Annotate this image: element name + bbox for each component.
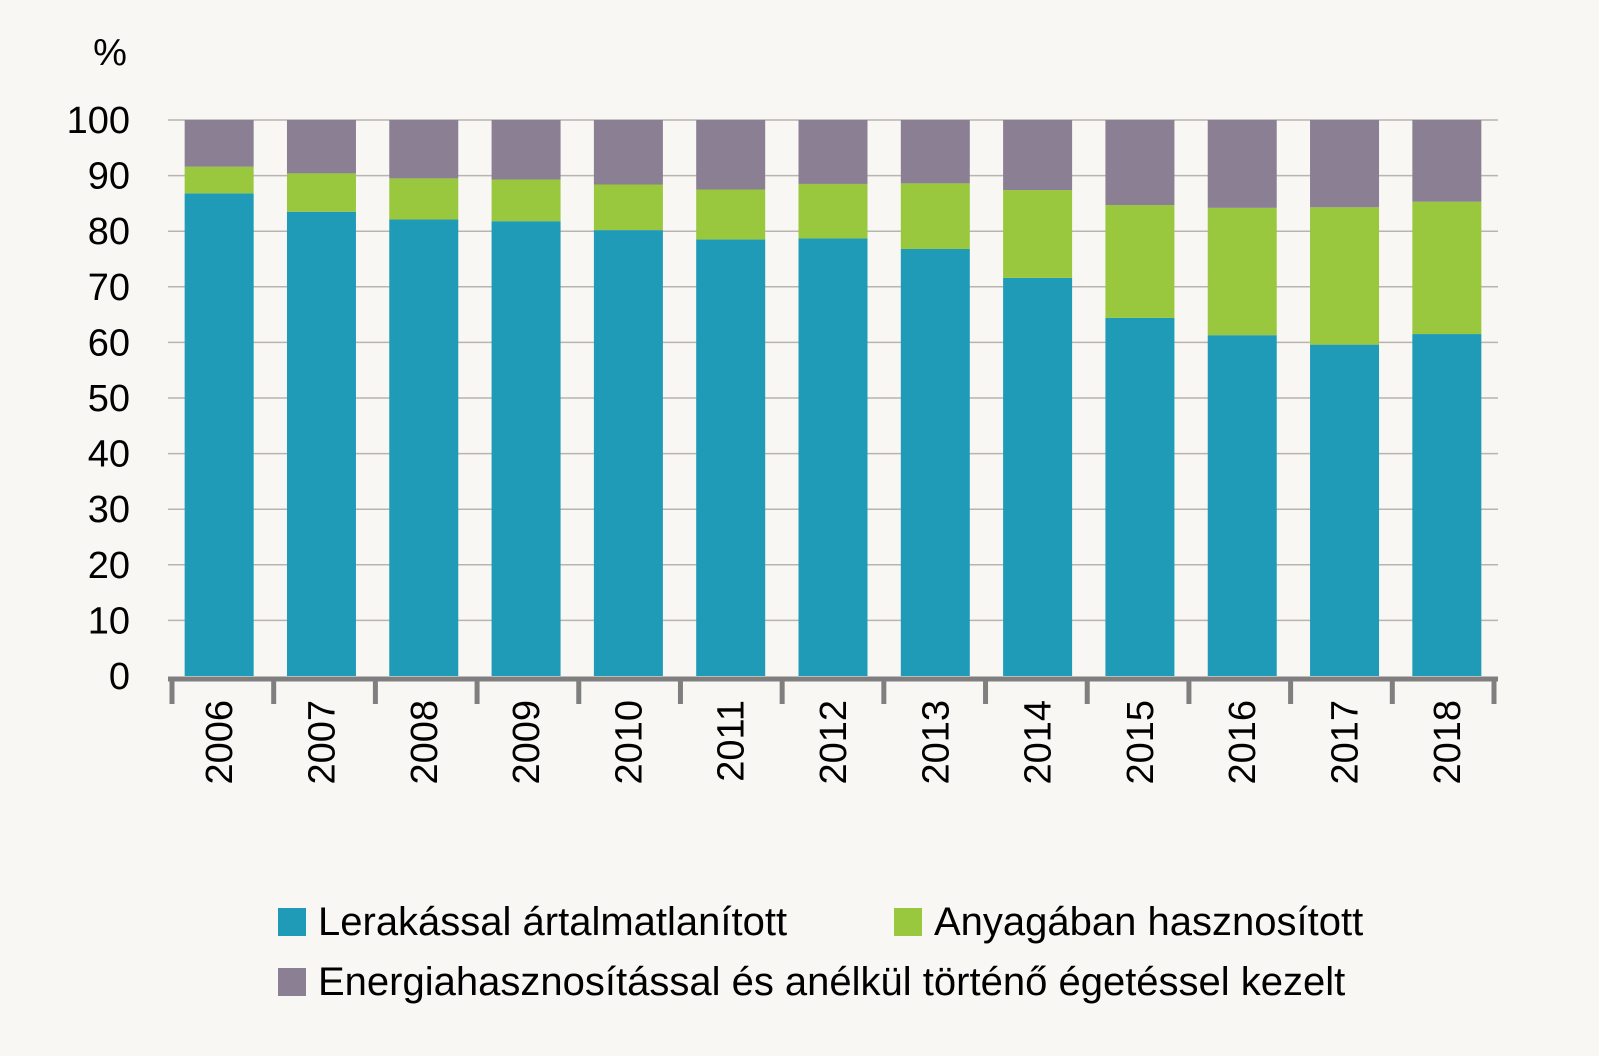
bar-2008-series-2 xyxy=(389,120,459,179)
x-tick-label-2018: 2018 xyxy=(1427,700,1469,785)
bars xyxy=(184,120,1482,677)
bar-2009-series-2 xyxy=(491,120,561,180)
y-tick-label-0: 0 xyxy=(109,656,130,698)
bar-2011-series-2 xyxy=(696,120,766,190)
x-axis xyxy=(168,676,1498,704)
bar-2011-series-1 xyxy=(696,189,766,240)
x-tick-label-2007: 2007 xyxy=(301,700,343,785)
x-tick-label-2013: 2013 xyxy=(915,700,957,785)
x-tick-label-2009: 2009 xyxy=(506,700,548,785)
x-tick-label-2012: 2012 xyxy=(813,700,855,785)
y-axis-ticks: 0 10 20 30 40 50 60 70 80 90 100 xyxy=(67,100,130,698)
bar-2017-series-1 xyxy=(1310,207,1380,345)
bar-2015-series-0 xyxy=(1105,317,1175,676)
x-tick-label-2015: 2015 xyxy=(1120,700,1162,785)
bar-2010-series-0 xyxy=(593,230,663,676)
bar-2016-series-0 xyxy=(1207,335,1277,676)
legend-swatch-landfill xyxy=(278,908,306,936)
legend-label-landfill: Lerakással ártalmatlanított xyxy=(318,900,788,944)
bar-2012-series-0 xyxy=(798,238,868,677)
y-tick-label-60: 60 xyxy=(88,322,130,364)
bar-2012-series-1 xyxy=(798,183,868,239)
x-tick-label-2014: 2014 xyxy=(1018,700,1060,785)
bar-2007-series-0 xyxy=(286,211,356,677)
y-tick-label-100: 100 xyxy=(67,100,130,142)
legend-label-incinerated: Energiahasznosítással és anélkül történő… xyxy=(318,960,1346,1004)
x-tick-label-2016: 2016 xyxy=(1222,700,1264,785)
y-tick-label-10: 10 xyxy=(88,600,130,642)
y-tick-label-90: 90 xyxy=(88,156,130,198)
bar-2010-series-1 xyxy=(593,184,663,231)
y-tick-label-20: 20 xyxy=(88,545,130,587)
bar-2009-series-0 xyxy=(491,221,561,676)
x-tick-label-2006: 2006 xyxy=(199,700,241,785)
bar-2011-series-0 xyxy=(696,239,766,677)
bar-2016-series-1 xyxy=(1207,207,1277,336)
x-tick-label-2010: 2010 xyxy=(608,700,650,785)
bar-2012-series-2 xyxy=(798,120,868,184)
bar-2014-series-1 xyxy=(1003,190,1073,278)
y-unit-label: % xyxy=(93,32,127,74)
bar-2007-series-1 xyxy=(286,173,356,212)
bar-2016-series-2 xyxy=(1207,120,1277,208)
y-tick-label-80: 80 xyxy=(88,211,130,253)
bar-2007-series-2 xyxy=(286,120,356,174)
legend: Lerakással ártalmatlanított Anyagában ha… xyxy=(278,892,1578,1012)
bar-2015-series-2 xyxy=(1105,120,1175,206)
legend-item-incinerated: Energiahasznosítással és anélkül történő… xyxy=(278,952,1345,1012)
bar-2006-series-0 xyxy=(184,193,254,676)
x-tick-label-2011: 2011 xyxy=(711,700,753,782)
bar-2018-series-2 xyxy=(1412,120,1482,202)
y-tick-label-70: 70 xyxy=(88,267,130,309)
bar-2009-series-1 xyxy=(491,179,561,222)
x-tick-label-2017: 2017 xyxy=(1325,700,1367,785)
bar-2015-series-1 xyxy=(1105,205,1175,318)
x-axis-ticks: 2006 2007 2008 2009 2010 2011 2012 2013 2014 2015… xyxy=(199,700,1469,785)
y-tick-label-40: 40 xyxy=(88,434,130,476)
legend-swatch-recycled xyxy=(894,908,922,936)
bar-2014-series-2 xyxy=(1003,120,1073,191)
bar-2006-series-2 xyxy=(184,120,254,167)
bar-2010-series-2 xyxy=(593,120,663,185)
legend-label-recycled: Anyagában hasznosított xyxy=(934,900,1364,944)
bar-2008-series-0 xyxy=(389,219,459,677)
bar-2014-series-0 xyxy=(1003,277,1073,676)
y-tick-label-50: 50 xyxy=(88,378,130,420)
legend-item-recycled: Anyagában hasznosított xyxy=(894,892,1363,952)
bar-2013-series-0 xyxy=(900,248,970,676)
x-tick-label-2008: 2008 xyxy=(404,700,446,785)
bar-2006-series-1 xyxy=(184,166,254,194)
bar-2018-series-0 xyxy=(1412,334,1482,676)
legend-item-landfill: Lerakással ártalmatlanított xyxy=(278,892,894,952)
bar-2017-series-0 xyxy=(1310,344,1380,676)
bar-2017-series-2 xyxy=(1310,120,1380,208)
bar-2013-series-1 xyxy=(900,183,970,249)
bar-2008-series-1 xyxy=(389,178,459,220)
legend-swatch-incinerated xyxy=(278,968,306,996)
bar-2013-series-2 xyxy=(900,120,970,184)
y-tick-label-30: 30 xyxy=(88,489,130,531)
bar-2018-series-1 xyxy=(1412,201,1482,335)
